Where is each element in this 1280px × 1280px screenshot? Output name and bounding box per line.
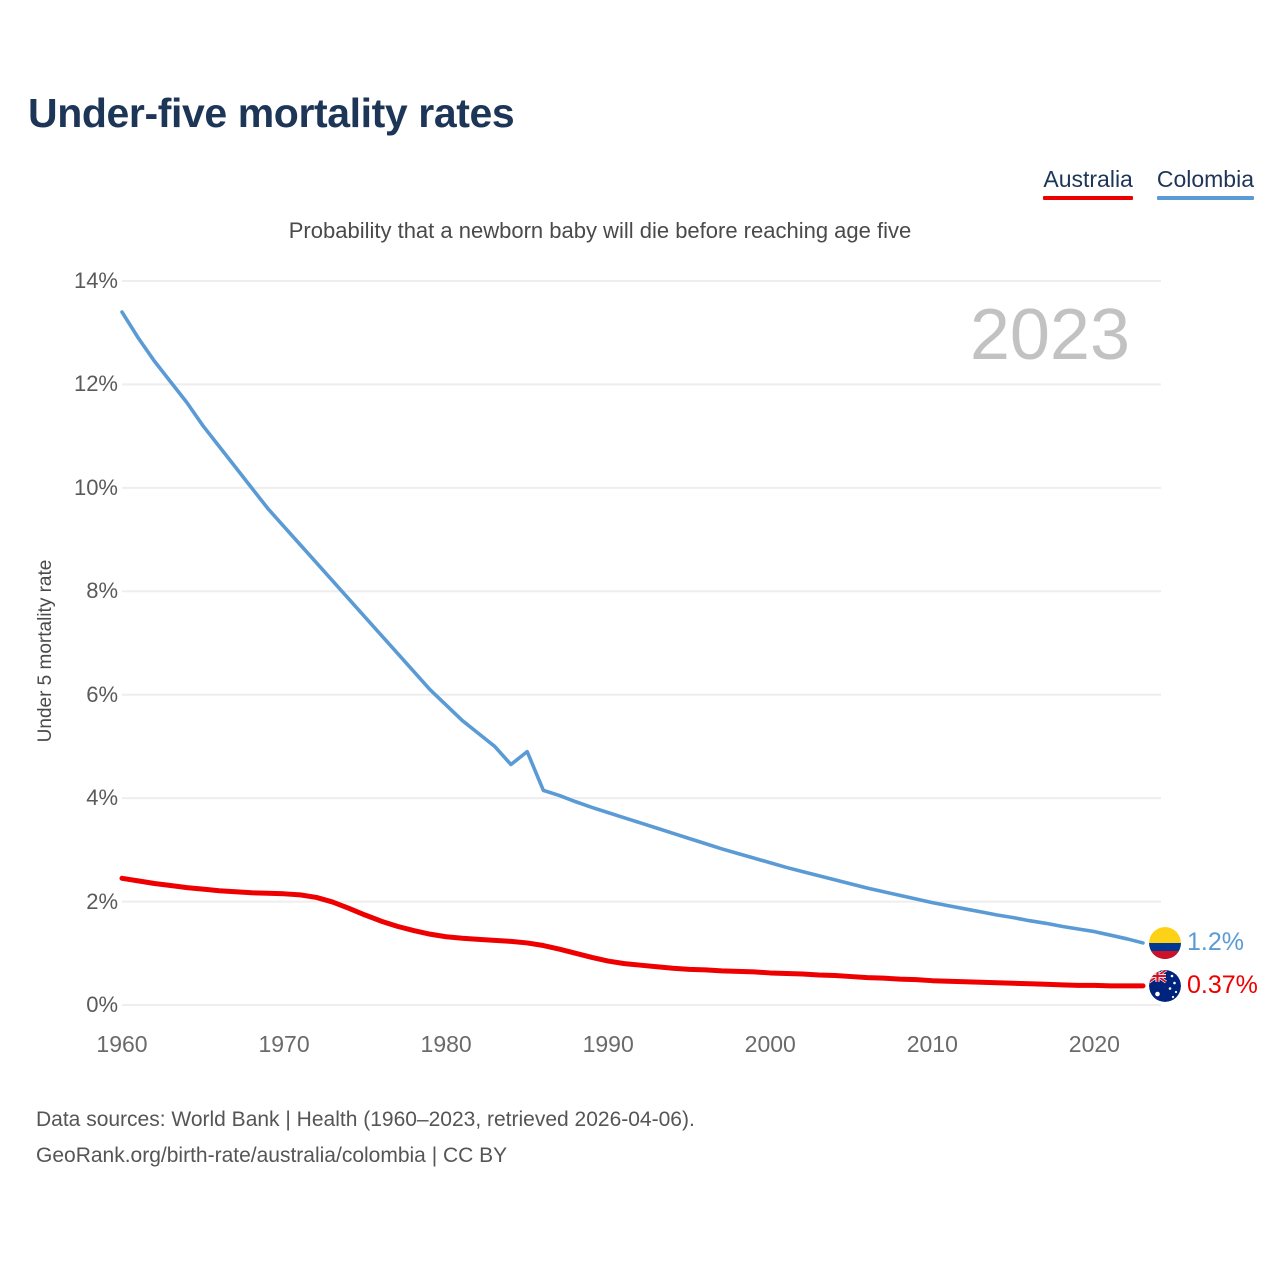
y-axis-tick-14: 14% xyxy=(73,268,118,293)
x-axis-tick-1960: 1960 xyxy=(96,1031,148,1057)
endpoint-value-colombia: 1.2% xyxy=(1187,928,1244,957)
series-lines xyxy=(119,310,1146,989)
y-axis-tick-0: 0% xyxy=(86,992,118,1017)
chart-subtitle: Probability that a newborn baby will die… xyxy=(288,218,912,243)
footer-attribution: GeoRank.org/birth-rate/australia/colombi… xyxy=(36,1144,508,1167)
y-axis-tick-8: 8% xyxy=(86,578,118,604)
x-axis-tick-2010: 2010 xyxy=(906,1031,958,1057)
year-watermark: 2023 xyxy=(969,295,1130,375)
footer: Data sources: World Bank | Health (1960–… xyxy=(36,1102,695,1174)
y-axis-tick-2: 2% xyxy=(86,888,118,914)
legend-label-australia: Australia xyxy=(1043,166,1133,192)
gridlines xyxy=(122,280,1161,1006)
x-axis-tick-2000: 2000 xyxy=(744,1031,796,1057)
legend-color-swatch-colombia xyxy=(1156,196,1254,200)
endpoint-colombia: 1.2% xyxy=(1149,926,1244,959)
chart-legend: Australia Colombia xyxy=(1043,166,1254,200)
x-axis-tick-1990: 1990 xyxy=(582,1031,634,1057)
y-axis-tick-10: 10% xyxy=(73,474,118,500)
x-axis-tick-1980: 1980 xyxy=(420,1031,472,1057)
colombia-flag-icon xyxy=(1149,926,1181,959)
y-axis-tick-6: 6% xyxy=(86,681,118,707)
y-axis-tick-12: 12% xyxy=(73,371,118,397)
australia-flag-icon xyxy=(1149,969,1181,1002)
footer-data-sources: Data sources: World Bank | Health (1960–… xyxy=(36,1108,695,1131)
series-line-australia xyxy=(119,875,1146,989)
legend-label-colombia: Colombia xyxy=(1156,166,1254,192)
x-axis-tick-2020: 2020 xyxy=(1068,1031,1120,1057)
series-line-colombia xyxy=(120,310,1145,945)
x-axis-tick-1970: 1970 xyxy=(258,1031,310,1057)
endpoint-value-australia: 0.37% xyxy=(1187,971,1258,1000)
endpoint-australia: 0.37% xyxy=(1149,969,1258,1002)
y-axis-title: Under 5 mortality rate xyxy=(35,559,56,743)
legend-item-colombia[interactable]: Colombia xyxy=(1156,166,1254,200)
y-axis-tick-4: 4% xyxy=(86,785,118,811)
legend-item-australia[interactable]: Australia xyxy=(1043,166,1133,200)
legend-color-swatch-australia xyxy=(1043,196,1133,200)
page-title: Under-five mortality rates xyxy=(28,90,515,136)
